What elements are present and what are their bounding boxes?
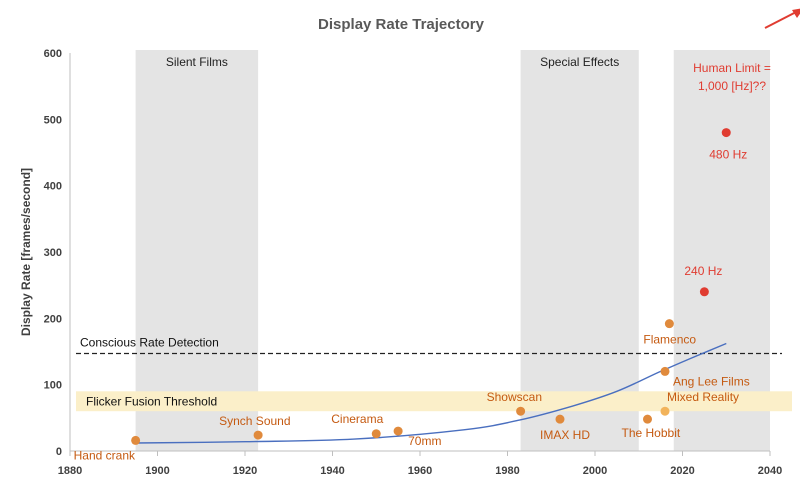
point-ang-lee-films	[660, 366, 670, 376]
y-axis-label: Display Rate [frames/second]	[19, 168, 33, 336]
human-limit-label-line2: 1,000 [Hz]??	[698, 79, 766, 93]
point-70mm	[393, 426, 403, 436]
flicker-fusion-band	[76, 391, 792, 412]
point-240-hz	[699, 287, 709, 297]
point-hand-crank	[131, 435, 141, 445]
x-tick-1980: 1980	[495, 465, 519, 477]
era-region-future	[673, 50, 770, 451]
y-tick-600: 600	[44, 48, 62, 60]
y-tick-400: 400	[44, 181, 62, 193]
point-imax-hd	[555, 414, 565, 424]
point-showscan	[516, 406, 526, 416]
conscious-rate-line: Conscious Rate Detection	[76, 335, 782, 355]
label-mixed-reality: Mixed Reality	[667, 390, 739, 404]
trend-line	[135, 342, 727, 444]
x-tick-1960: 1960	[408, 465, 432, 477]
label-flamenco: Flamenco	[643, 333, 696, 347]
conscious-rate-label: Conscious Rate Detection	[80, 335, 219, 349]
human-limit-label-line1: Human Limit =	[693, 61, 771, 75]
y-tick-300: 300	[44, 247, 62, 259]
era-region-special-effects	[520, 50, 639, 451]
label-synch-sound: Synch Sound	[219, 414, 290, 428]
arrow-head	[792, 8, 800, 18]
trend-curve	[135, 342, 727, 444]
y-tick-0: 0	[56, 446, 62, 458]
x-tick-1900: 1900	[145, 465, 169, 477]
era-label-special-effects: Special Effects	[540, 55, 619, 69]
point-flamenco	[664, 319, 674, 329]
y-tick-500: 500	[44, 114, 62, 126]
chart-title: Display Rate Trajectory	[318, 16, 485, 33]
x-tick-1940: 1940	[320, 465, 344, 477]
point-the-hobbit	[643, 414, 652, 424]
label-cinerama: Cinerama	[331, 412, 383, 426]
x-tick-2020: 2020	[670, 465, 694, 477]
x-tick-2000: 2000	[583, 465, 607, 477]
y-tick-100: 100	[44, 380, 62, 392]
point-480-hz	[721, 128, 731, 138]
y-tick-200: 200	[44, 313, 62, 325]
flicker-band: Flicker Fusion Threshold	[76, 391, 792, 412]
label-hand-crank: Hand crank	[74, 448, 136, 462]
flicker-fusion-label: Flicker Fusion Threshold	[86, 394, 217, 408]
era-region-silent-films	[135, 50, 259, 451]
era-regions: Silent Films Special Effects	[135, 50, 770, 451]
point-synch-sound	[253, 430, 263, 440]
label-240-hz: 240 Hz	[684, 264, 722, 278]
upward-arrow-icon	[764, 8, 800, 29]
point-mixed-reality	[660, 406, 670, 416]
x-tick-2040: 2040	[758, 465, 782, 477]
label-showscan: Showscan	[487, 390, 542, 404]
label-70mm: 70mm	[408, 434, 441, 448]
x-tick-1920: 1920	[233, 465, 257, 477]
label-ang-lee-films: Ang Lee Films	[673, 374, 750, 388]
label-480-hz: 480 Hz	[709, 148, 747, 162]
label-imax-hd: IMAX HD	[540, 428, 590, 442]
chart-labels: Hand crank Synch Sound Cinerama 70mm Showsca…	[74, 61, 771, 462]
era-label-silent-films: Silent Films	[166, 55, 228, 69]
point-cinerama	[371, 429, 381, 439]
chart-axes: 0 100 200 300 400 500 600 1880 1900 1920 1940 1960 1…	[44, 48, 783, 477]
x-tick-1880: 1880	[58, 465, 82, 477]
data-points	[131, 128, 731, 445]
label-the-hobbit: The Hobbit	[622, 426, 681, 440]
